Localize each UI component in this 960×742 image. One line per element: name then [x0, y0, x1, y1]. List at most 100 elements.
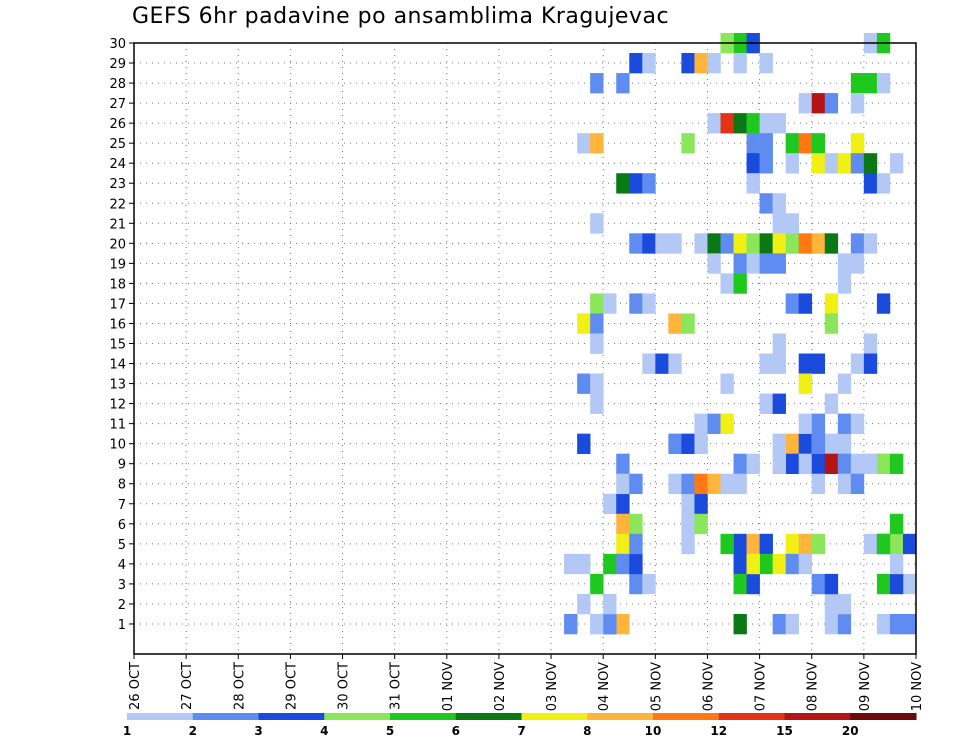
precip-cell — [889, 553, 904, 575]
precip-cell — [642, 293, 656, 314]
y-tick-label: 19 — [109, 257, 126, 272]
y-tick-label: 15 — [109, 338, 126, 353]
y-tick-label: 9 — [118, 458, 126, 473]
x-tick-label: 29 OCT — [284, 662, 299, 710]
plot-frame — [133, 42, 917, 655]
precip-cell — [837, 413, 852, 434]
precip-cell — [863, 453, 878, 475]
precip-cell — [811, 233, 826, 254]
precip-cell — [629, 293, 643, 314]
x-tick-label: 09 NOV — [858, 662, 873, 711]
precip-cell — [876, 73, 891, 94]
legend-label: 6 — [452, 724, 460, 738]
precip-cell — [863, 173, 878, 194]
y-tick-label: 3 — [118, 578, 126, 593]
precip-cell — [902, 613, 917, 635]
precip-cell — [759, 253, 773, 274]
precip-cell — [668, 353, 682, 374]
legend-label: 12 — [710, 724, 727, 738]
y-tick-label: 27 — [109, 97, 126, 112]
precip-cell — [837, 453, 852, 475]
precip-cell — [746, 553, 760, 575]
precip-cell — [759, 533, 773, 555]
precip-cell — [746, 233, 760, 254]
legend-label: 2 — [189, 724, 197, 738]
precip-cell — [733, 453, 747, 475]
precip-cell — [863, 533, 878, 555]
precip-cell — [707, 233, 721, 254]
legend-label: 8 — [583, 724, 591, 738]
precip-cell — [811, 133, 826, 154]
y-tick-label: 11 — [109, 418, 126, 433]
precip-cell — [707, 113, 721, 134]
precip-cell — [603, 293, 617, 314]
precip-cell — [590, 333, 604, 354]
y-tick-label: 8 — [118, 478, 126, 493]
precip-cell — [837, 593, 852, 615]
precip-cell — [590, 393, 604, 414]
precip-cell — [785, 233, 799, 254]
precip-cell — [668, 473, 682, 495]
precip-cell — [720, 373, 734, 394]
precip-cell — [772, 613, 786, 635]
y-tick-label: 10 — [109, 438, 126, 453]
y-tick-label: 5 — [118, 538, 126, 553]
precip-cell — [603, 553, 617, 575]
precip-cell — [564, 613, 578, 635]
precip-cell — [837, 373, 852, 394]
precip-cell — [616, 493, 630, 515]
precip-cell — [733, 273, 747, 294]
precip-cell — [590, 213, 604, 234]
precip-cell — [902, 573, 917, 595]
precip-cell — [811, 413, 826, 434]
precip-cell — [720, 413, 734, 434]
precip-cell — [694, 413, 708, 434]
precip-cell — [850, 253, 865, 274]
precip-cell — [824, 293, 839, 314]
precip-cell — [811, 353, 826, 374]
precip-cell — [785, 533, 799, 555]
legend-label: 3 — [254, 724, 262, 738]
precip-cell — [629, 573, 643, 595]
precip-cell — [811, 93, 826, 114]
precip-cell — [694, 493, 708, 515]
precip-cell — [772, 213, 786, 234]
precip-cell — [733, 53, 747, 74]
precip-cell — [629, 473, 643, 495]
precip-cell — [772, 433, 786, 454]
precip-cell — [603, 613, 617, 635]
precip-cell — [759, 553, 773, 575]
precip-cell — [707, 473, 721, 495]
precip-cell — [824, 593, 839, 615]
precip-cell — [785, 293, 799, 314]
precip-cell — [655, 353, 669, 374]
precip-cell — [577, 133, 591, 154]
precip-cell — [694, 53, 708, 74]
precip-cell — [720, 113, 734, 134]
precip-cell — [616, 553, 630, 575]
precip-cell — [785, 613, 799, 635]
precip-cell — [824, 573, 839, 595]
precip-cell — [785, 453, 799, 475]
precip-cell — [720, 273, 734, 294]
precip-cell — [863, 73, 878, 94]
precip-cell — [707, 413, 721, 434]
precip-cell — [876, 173, 891, 194]
precip-cell — [824, 233, 839, 254]
x-axis: 26 OCT 27 OCT 28 OCT 29 OCT 30 OCT 31 OCT 01 N… — [128, 654, 925, 711]
y-tick-label: 18 — [109, 277, 126, 292]
precip-cell — [616, 73, 630, 94]
precip-cell — [759, 233, 773, 254]
precip-cell — [681, 433, 695, 454]
precip-cell — [759, 153, 773, 174]
precip-cell — [772, 393, 786, 414]
precip-cell — [798, 133, 813, 154]
precip-cell — [863, 333, 878, 354]
y-tick-label: 14 — [109, 358, 126, 373]
legend-label: 10 — [645, 724, 662, 738]
y-tick-label: 12 — [109, 398, 126, 413]
precip-cell — [837, 613, 852, 635]
precip-cell — [759, 393, 773, 414]
precip-cell — [876, 293, 891, 314]
precip-cell — [681, 493, 695, 515]
